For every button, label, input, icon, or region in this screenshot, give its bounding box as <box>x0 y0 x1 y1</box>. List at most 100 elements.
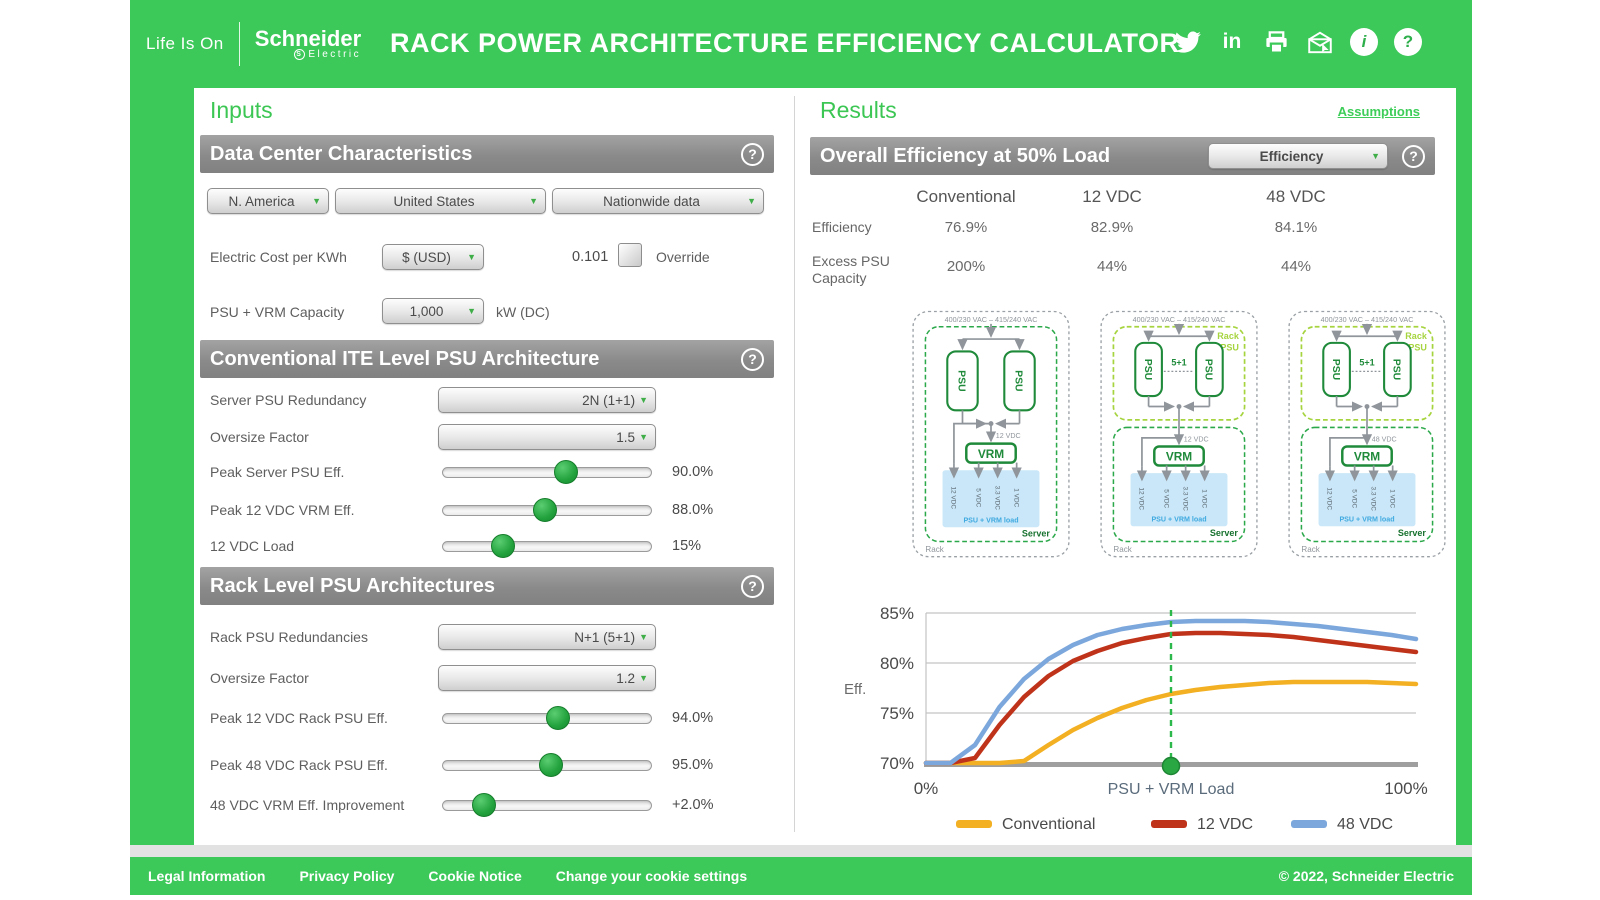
oversize-factor-dropdown[interactable]: 1.5 ▼ <box>438 424 656 450</box>
peak-12vdc-vrm-eff-slider[interactable] <box>442 498 652 522</box>
brand-sub: S Electric <box>294 48 362 60</box>
svg-text:PSU: PSU <box>1142 359 1153 380</box>
conventional-section-header: Conventional ITE Level PSU Architecture … <box>200 340 774 378</box>
svg-text:5+1: 5+1 <box>1171 358 1186 368</box>
linkedin-icon[interactable]: in <box>1222 30 1242 53</box>
footer: Legal Information Privacy Policy Cookie … <box>130 857 1472 895</box>
peak-12vdc-vrm-eff-value: 88.0% <box>672 502 714 518</box>
slider-track[interactable] <box>442 541 652 552</box>
rack-section-header: Rack Level PSU Architectures ? <box>200 567 774 605</box>
48vdc-vrm-eff-improvement-value: +2.0% <box>672 797 714 813</box>
results-heading: Results <box>820 97 897 123</box>
capacity-dropdown[interactable]: 1,000 ▼ <box>382 298 484 324</box>
chevron-down-icon: ▼ <box>467 306 476 316</box>
slider-track[interactable] <box>442 800 652 811</box>
slider-track[interactable] <box>442 467 652 478</box>
svg-text:VRM: VRM <box>1166 450 1192 464</box>
info-icon[interactable]: i <box>1350 28 1378 56</box>
chevron-down-icon: ▼ <box>1371 151 1380 161</box>
svg-text:12 VDC: 12 VDC <box>1184 436 1209 444</box>
help-icon[interactable]: ? <box>1394 28 1422 56</box>
slider-handle[interactable] <box>532 498 557 522</box>
svg-text:3.3 VDC: 3.3 VDC <box>1369 487 1376 512</box>
peak-48vdc-rack-psu-eff-value: 95.0% <box>672 757 714 773</box>
excess-conventional: 200% <box>946 258 986 275</box>
rack-psu-redundancies-dropdown[interactable]: N+1 (5+1) ▼ <box>438 624 656 650</box>
svg-text:VRM: VRM <box>978 447 1004 461</box>
conventional-help-icon[interactable]: ? <box>741 347 764 371</box>
excess-12vdc: 44% <box>1096 258 1128 275</box>
peak-12vdc-rack-psu-eff-value: 94.0% <box>672 710 714 726</box>
region-value: N. America <box>228 193 295 209</box>
svg-text:70%: 70% <box>880 754 914 773</box>
svg-text:PSU + VRM load: PSU + VRM load <box>1339 516 1394 524</box>
conventional-title: Conventional ITE Level PSU Architecture <box>210 347 600 370</box>
peak-server-psu-eff-slider[interactable] <box>442 460 652 484</box>
svg-text:Conventional: Conventional <box>1002 816 1095 833</box>
server-psu-redundancy-dropdown[interactable]: 2N (1+1) ▼ <box>438 387 656 413</box>
print-icon[interactable] <box>1262 28 1290 56</box>
slider-handle[interactable] <box>545 706 570 730</box>
content-panel: Inputs Data Center Characteristics ? N. … <box>194 88 1456 845</box>
email-share-icon[interactable] <box>1306 28 1334 56</box>
rack-oversize-factor-label: Oversize Factor <box>210 670 309 686</box>
slider-handle[interactable] <box>539 753 564 777</box>
svg-text:80%: 80% <box>880 654 914 673</box>
48vdc-vrm-eff-improvement-slider[interactable] <box>442 793 652 817</box>
svg-text:400/230 VAC – 415/240 VAC: 400/230 VAC – 415/240 VAC <box>1321 315 1414 324</box>
cookie-settings-link[interactable]: Change your cookie settings <box>555 868 748 884</box>
dataset-dropdown[interactable]: Nationwide data ▼ <box>552 188 764 214</box>
legal-information-link[interactable]: Legal Information <box>148 868 266 884</box>
slider-handle[interactable] <box>553 460 578 484</box>
twitter-icon[interactable] <box>1174 28 1202 56</box>
slider-handle[interactable] <box>472 793 496 817</box>
currency-dropdown[interactable]: $ (USD) ▼ <box>382 244 484 270</box>
excess-psu-capacity-row-label: Excess PSU Capacity <box>812 253 890 286</box>
capacity-unit: kW (DC) <box>496 304 550 320</box>
page-title: RACK POWER ARCHITECTURE EFFICIENCY CALCU… <box>390 28 1180 58</box>
svg-text:12 VDC: 12 VDC <box>1197 816 1253 833</box>
svg-text:Rack: Rack <box>1113 545 1132 554</box>
efficiency-12vdc: 82.9% <box>1090 219 1134 236</box>
svg-text:Rack: Rack <box>1217 331 1240 341</box>
app-window: Life Is On Schneider S Electric RACK POWE… <box>130 0 1472 895</box>
peak-48vdc-rack-psu-eff-slider[interactable] <box>442 753 652 777</box>
assumptions-link[interactable]: Assumptions <box>1337 104 1420 119</box>
rack-oversize-factor-dropdown[interactable]: 1.2 ▼ <box>438 665 656 691</box>
rack-help-icon[interactable]: ? <box>741 574 764 598</box>
load-marker-handle[interactable] <box>1161 756 1181 776</box>
rack-title: Rack Level PSU Architectures <box>210 574 495 597</box>
svg-text:Server: Server <box>1398 528 1427 538</box>
slider-handle[interactable] <box>490 534 515 558</box>
svg-text:PSU: PSU <box>1013 370 1024 391</box>
svg-text:5 VDC: 5 VDC <box>974 488 981 507</box>
dcc-title: Data Center Characteristics <box>210 142 473 165</box>
12vdc-load-slider[interactable] <box>442 534 652 558</box>
privacy-policy-link[interactable]: Privacy Policy <box>299 868 395 884</box>
excess-48vdc: 44% <box>1280 258 1312 275</box>
dcc-help-icon[interactable]: ? <box>741 142 764 166</box>
cookie-notice-link[interactable]: Cookie Notice <box>428 868 522 884</box>
override-checkbox[interactable] <box>618 243 642 267</box>
metric-dropdown[interactable]: Efficiency ▼ <box>1208 143 1388 169</box>
copyright-text: © 2022, Schneider Electric <box>1278 868 1454 884</box>
results-help-icon[interactable]: ? <box>1402 144 1425 168</box>
svg-text:400/230 VAC – 415/240 VAC: 400/230 VAC – 415/240 VAC <box>945 315 1038 324</box>
region-dropdown[interactable]: N. America ▼ <box>207 188 329 214</box>
svg-text:Server: Server <box>1210 528 1239 538</box>
48vdc-vrm-eff-improvement-label: 48 VDC VRM Eff. Improvement <box>210 797 405 813</box>
svg-text:Rack: Rack <box>1301 545 1320 554</box>
svg-text:PSU: PSU <box>1203 359 1214 380</box>
svg-text:PSU + VRM load: PSU + VRM load <box>963 516 1018 524</box>
cost-value: 0.101 <box>572 249 609 265</box>
dcc-section-header: Data Center Characteristics ? <box>200 135 774 173</box>
column-header-12vdc: 12 VDC <box>1082 187 1142 206</box>
peak-12vdc-rack-psu-eff-slider[interactable] <box>442 706 652 730</box>
results-section-header: Overall Efficiency at 50% Load Efficienc… <box>810 137 1435 175</box>
efficiency-48vdc: 84.1% <box>1274 219 1318 236</box>
architecture-diagram-48vdc: 400/230 VAC – 415/240 VAC Rack PSU PSU PSU 5+… <box>1286 302 1448 575</box>
electric-cost-label: Electric Cost per KWh <box>210 249 347 265</box>
efficiency-chart: 70% 75% 80% 85% Eff. 0% PSU + VRM Load 100% Conv… <box>844 604 1428 833</box>
country-dropdown[interactable]: United States ▼ <box>335 188 546 214</box>
inputs-heading: Inputs <box>210 97 273 123</box>
